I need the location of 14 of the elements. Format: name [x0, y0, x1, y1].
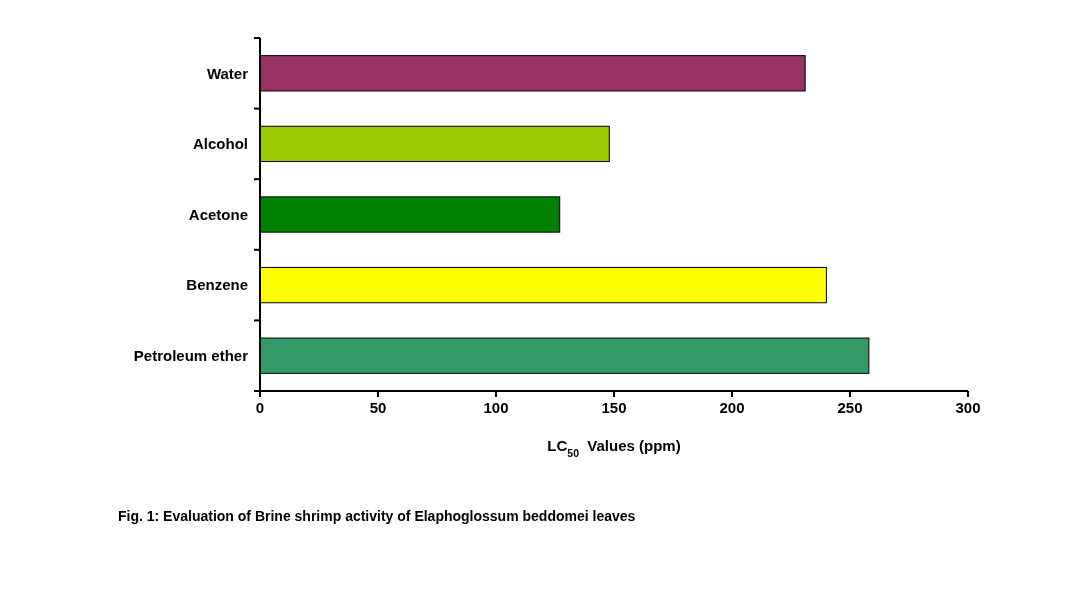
x-tick-label: 50: [369, 399, 387, 416]
y-tick-label: Benzene: [186, 276, 248, 294]
y-tick-label: Petroleum ether: [133, 346, 249, 364]
x-tick-label: 300: [955, 399, 981, 416]
y-tick-label: Acetone: [188, 205, 248, 223]
x-tick-label: 0: [255, 399, 265, 416]
y-tick-label: Alcohol: [193, 135, 248, 153]
y-tick-label: Water: [206, 64, 249, 82]
x-axis-title: LC$_{50}$ Values (ppm): [547, 437, 681, 459]
x-tick-label: 250: [837, 399, 863, 416]
x-tick-label: 150: [601, 399, 627, 416]
x-tick-label: 200: [719, 399, 745, 416]
caption: Fig. 1: Evaluation of Brine shrimp activity of Elaphoglossum beddomei leaves: [118, 508, 636, 524]
x-tick-label: 100: [483, 399, 509, 416]
